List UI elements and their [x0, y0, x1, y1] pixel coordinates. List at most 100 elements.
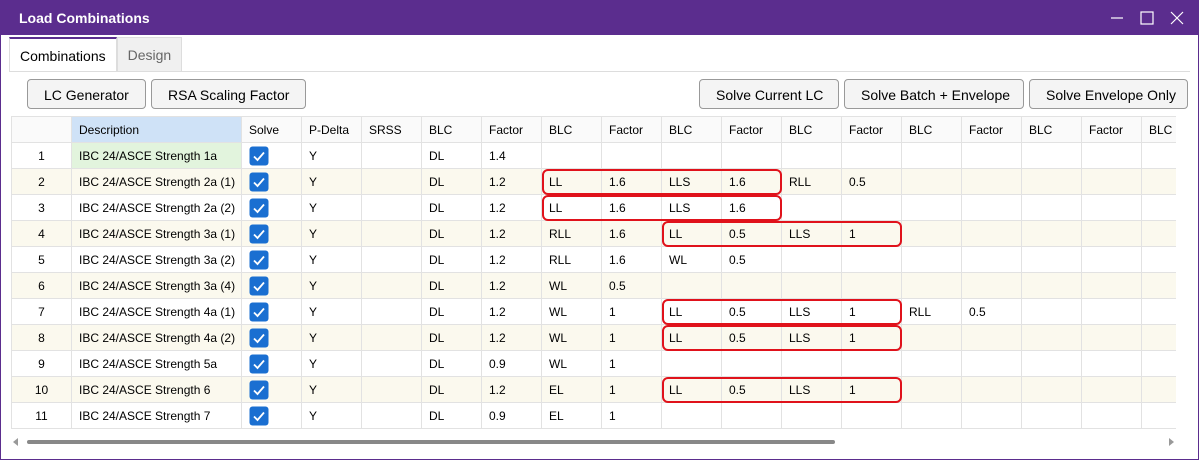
column-header: Factor: [481, 116, 542, 143]
column-header: Description: [71, 116, 242, 143]
cell: [961, 142, 1022, 169]
checkbox[interactable]: [249, 328, 269, 348]
row-number: 8: [11, 324, 72, 351]
cell: 1.2: [481, 220, 542, 247]
checkbox[interactable]: [249, 146, 269, 166]
checkbox[interactable]: [249, 250, 269, 270]
column-header: Solve: [241, 116, 302, 143]
column-header: BLC: [421, 116, 482, 143]
cell: [1141, 324, 1176, 351]
cell: DL: [421, 194, 482, 221]
cell: LL: [661, 324, 722, 351]
checkbox[interactable]: [249, 380, 269, 400]
cell: DL: [421, 298, 482, 325]
cell: [1141, 298, 1176, 325]
maximize[interactable]: [1140, 11, 1154, 25]
cell: [781, 272, 842, 299]
cell: [1081, 194, 1142, 221]
column-header: BLC: [901, 116, 962, 143]
cell: WL: [541, 324, 602, 351]
cell: [901, 402, 962, 429]
column-header: Factor: [961, 116, 1022, 143]
button[interactable]: Solve Envelope Only: [1029, 79, 1188, 109]
cell: [241, 402, 302, 429]
cell: [1021, 376, 1082, 403]
cell: [361, 142, 422, 169]
cell: [241, 246, 302, 273]
checkbox[interactable]: [249, 406, 269, 426]
cell: [241, 142, 302, 169]
cell: [241, 168, 302, 195]
cell: [1081, 376, 1142, 403]
column-header: BLC: [1141, 116, 1176, 143]
cell: 0.5: [721, 376, 782, 403]
close[interactable]: [1170, 11, 1184, 25]
button[interactable]: Solve Batch + Envelope: [844, 79, 1024, 109]
column-header: Factor: [721, 116, 782, 143]
cell: [361, 272, 422, 299]
row-number: 4: [11, 220, 72, 247]
cell: 0.9: [481, 402, 542, 429]
cell: 0.5: [841, 168, 902, 195]
button[interactable]: RSA Scaling Factor: [151, 79, 307, 109]
cell: [241, 220, 302, 247]
row: 5 IBC 24/ASCE Strength 3a (2) Y DL 1.2 RLL 1.6…: [11, 246, 1176, 273]
cell: [1021, 324, 1082, 351]
cell: [961, 272, 1022, 299]
cell: [1141, 142, 1176, 169]
cell: [1141, 194, 1176, 221]
cell: [1081, 324, 1142, 351]
cell: Y: [301, 402, 362, 429]
scrollbar[interactable]: [11, 435, 1176, 449]
cell: DL: [421, 142, 482, 169]
row-number: 5: [11, 246, 72, 273]
row: 11 IBC 24/ASCE Strength 7 Y DL 0.9 EL 1: [11, 402, 1176, 429]
minimize[interactable]: [1110, 11, 1124, 25]
cell: 1.6: [601, 246, 662, 273]
cell: [1021, 168, 1082, 195]
row-number: 3: [11, 194, 72, 221]
button[interactable]: LC Generator: [27, 79, 146, 109]
cell: [661, 402, 722, 429]
row: 7 IBC 24/ASCE Strength 4a (1) Y DL 1.2 WL 1 LL 0…: [11, 298, 1176, 325]
tab[interactable]: Design: [116, 37, 183, 71]
column-header: SRSS: [361, 116, 422, 143]
cell: [1141, 220, 1176, 247]
cell: [901, 220, 962, 247]
tab[interactable]: Combinations: [9, 37, 117, 71]
cell: Y: [301, 376, 362, 403]
cell: [1021, 194, 1082, 221]
cell: [721, 350, 782, 377]
checkbox[interactable]: [249, 354, 269, 374]
row: 8 IBC 24/ASCE Strength 4a (2) Y DL 1.2 WL 1 LL 0…: [11, 324, 1176, 351]
cell: IBC 24/ASCE Strength 3a (1): [71, 220, 242, 247]
tabs: Combinations Design: [9, 37, 183, 71]
cell: RLL: [541, 220, 602, 247]
cell: [901, 324, 962, 351]
cell: [841, 142, 902, 169]
button[interactable]: Solve Current LC: [699, 79, 839, 109]
cell: [241, 324, 302, 351]
cell: [1141, 376, 1176, 403]
cell: [601, 142, 662, 169]
cell: LL: [661, 298, 722, 325]
cell: IBC 24/ASCE Strength 6: [71, 376, 242, 403]
cell: [241, 194, 302, 221]
cell: [961, 376, 1022, 403]
cell: [841, 246, 902, 273]
checkbox[interactable]: [249, 302, 269, 322]
checkbox[interactable]: [249, 276, 269, 296]
cell: [781, 350, 842, 377]
cell: LL: [661, 376, 722, 403]
cell: [1141, 168, 1176, 195]
cell: [841, 402, 902, 429]
checkbox[interactable]: [249, 198, 269, 218]
cell: RLL: [541, 246, 602, 273]
cell: [961, 246, 1022, 273]
title-bar: Load Combinations: [1, 1, 1198, 35]
cell: IBC 24/ASCE Strength 4a (1): [71, 298, 242, 325]
checkbox[interactable]: [249, 224, 269, 244]
checkbox[interactable]: [249, 172, 269, 192]
window-title: Load Combinations: [19, 10, 150, 26]
